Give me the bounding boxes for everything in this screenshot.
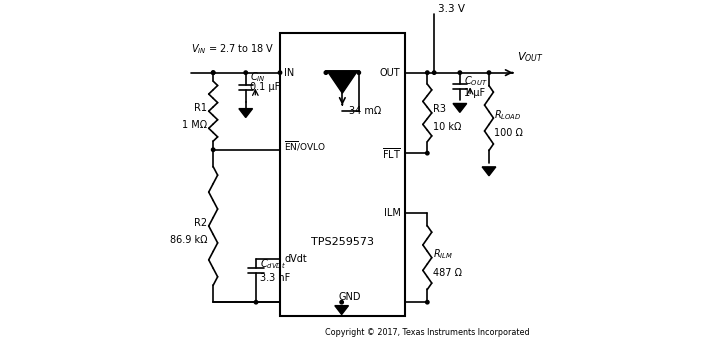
Text: $V_{IN}$ = 2.7 to 18 V: $V_{IN}$ = 2.7 to 18 V	[191, 42, 274, 55]
Text: TPS259573: TPS259573	[311, 237, 374, 247]
Text: 487 Ω: 487 Ω	[433, 268, 461, 278]
Polygon shape	[453, 104, 466, 112]
Circle shape	[211, 71, 215, 74]
Circle shape	[340, 300, 343, 304]
Circle shape	[244, 71, 247, 74]
Text: $C_{OUT}$: $C_{OUT}$	[464, 75, 488, 88]
Text: 10 kΩ: 10 kΩ	[433, 122, 461, 132]
Text: R2: R2	[194, 217, 207, 227]
Circle shape	[487, 71, 491, 74]
Polygon shape	[327, 71, 358, 93]
Text: 100 Ω: 100 Ω	[495, 128, 523, 138]
Text: $R_{LOAD}$: $R_{LOAD}$	[495, 108, 522, 121]
Circle shape	[324, 71, 327, 74]
Text: $\overline{\rm FLT}$: $\overline{\rm FLT}$	[381, 146, 401, 161]
Circle shape	[425, 300, 429, 304]
Text: $R_{ILM}$: $R_{ILM}$	[433, 247, 453, 261]
Text: $\overline{\rm EN}$/OVLO: $\overline{\rm EN}$/OVLO	[285, 140, 327, 153]
Circle shape	[425, 151, 429, 155]
Circle shape	[255, 300, 257, 304]
Text: dVdt: dVdt	[285, 254, 307, 265]
Polygon shape	[335, 305, 348, 314]
Text: $V_{OUT}$: $V_{OUT}$	[518, 50, 544, 64]
Text: 0.1 µF: 0.1 µF	[250, 82, 280, 92]
Polygon shape	[239, 109, 252, 118]
Text: 3.3 V: 3.3 V	[438, 4, 464, 14]
Text: 3.3 nF: 3.3 nF	[260, 272, 291, 282]
Circle shape	[458, 71, 461, 74]
Polygon shape	[482, 167, 496, 176]
Text: $C_{dVDt}$: $C_{dVDt}$	[260, 257, 286, 270]
Circle shape	[357, 71, 360, 74]
Circle shape	[433, 71, 436, 74]
Text: R3: R3	[433, 105, 446, 115]
Text: Copyright © 2017, Texas Instruments Incorporated: Copyright © 2017, Texas Instruments Inco…	[325, 328, 530, 337]
Text: 34 mΩ: 34 mΩ	[348, 106, 381, 116]
Circle shape	[278, 71, 282, 74]
Text: OUT: OUT	[380, 68, 401, 78]
Text: 86.9 kΩ: 86.9 kΩ	[169, 235, 207, 245]
Bar	[280, 33, 405, 316]
Text: ILM: ILM	[384, 208, 401, 218]
Text: 1 µF: 1 µF	[464, 88, 485, 98]
Text: GND: GND	[338, 292, 360, 302]
Circle shape	[211, 148, 215, 151]
Text: R1: R1	[194, 103, 207, 113]
Text: $C_{IN}$: $C_{IN}$	[250, 71, 265, 84]
Text: IN: IN	[285, 68, 295, 78]
Circle shape	[425, 71, 429, 74]
Circle shape	[211, 71, 215, 74]
Text: 1 MΩ: 1 MΩ	[182, 120, 207, 130]
